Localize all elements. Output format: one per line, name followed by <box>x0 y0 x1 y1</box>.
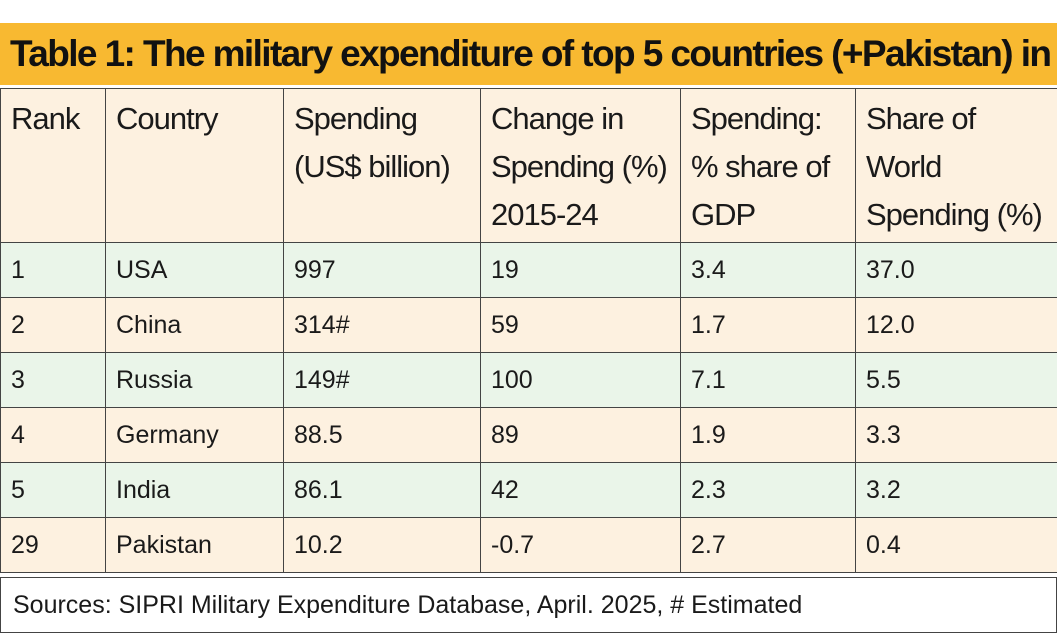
header-spending-line-2: (US$ billion) <box>294 149 451 184</box>
cell-world-share: 3.3 <box>855 407 1057 463</box>
cell-rank: 3 <box>0 352 106 408</box>
header-rank: Rank <box>0 88 106 243</box>
header-gdp-share: Spending: % share of GDP <box>680 88 856 243</box>
table-row: 29 Pakistan 10.2 -0.7 2.7 0.4 <box>0 517 1057 573</box>
cell-gdp-share: 2.3 <box>680 462 856 518</box>
cell-rank: 1 <box>0 242 106 298</box>
title-area: Table 1: The military expenditure of top… <box>0 0 1057 93</box>
cell-country: Pakistan <box>105 517 284 573</box>
cell-change: -0.7 <box>480 517 681 573</box>
cell-world-share: 5.5 <box>855 352 1057 408</box>
header-spending: Spending (US$ billion) <box>283 88 481 243</box>
header-row: Rank Country Spending (US$ billion) Chan… <box>0 88 1057 243</box>
cell-world-share: 3.2 <box>855 462 1057 518</box>
table-title: Table 1: The military expenditure of top… <box>0 23 1057 85</box>
cell-rank: 4 <box>0 407 106 463</box>
cell-change: 100 <box>480 352 681 408</box>
cell-spending: 149# <box>283 352 481 408</box>
header-change: Change in Spending (%) 2015-24 <box>480 88 681 243</box>
cell-country: Russia <box>105 352 284 408</box>
source-note: Sources: SIPRI Military Expenditure Data… <box>0 577 1057 633</box>
header-country-line-1: Country <box>116 101 219 136</box>
header-gdp-line-1: Spending: <box>691 101 823 136</box>
table-row: 3 Russia 149# 100 7.1 5.5 <box>0 352 1057 408</box>
cell-world-share: 12.0 <box>855 297 1057 353</box>
cell-change: 19 <box>480 242 681 298</box>
cell-world-share: 37.0 <box>855 242 1057 298</box>
cell-spending: 997 <box>283 242 481 298</box>
cell-spending: 314# <box>283 297 481 353</box>
header-rank-line-1: Rank <box>11 101 80 136</box>
cell-change: 42 <box>480 462 681 518</box>
cell-gdp-share: 7.1 <box>680 352 856 408</box>
header-world-line-2: World <box>866 149 942 184</box>
cell-country: USA <box>105 242 284 298</box>
table-row: 4 Germany 88.5 89 1.9 3.3 <box>0 407 1057 463</box>
table-row: 5 India 86.1 42 2.3 3.2 <box>0 462 1057 518</box>
cell-world-share: 0.4 <box>855 517 1057 573</box>
header-country: Country <box>105 88 284 243</box>
cell-country: Germany <box>105 407 284 463</box>
cell-gdp-share: 1.9 <box>680 407 856 463</box>
table-row: 2 China 314# 59 1.7 12.0 <box>0 297 1057 353</box>
cell-rank: 2 <box>0 297 106 353</box>
header-change-line-3: 2015-24 <box>491 197 599 232</box>
header-world-share: Share of World Spending (%) <box>855 88 1057 243</box>
table-row: 1 USA 997 19 3.4 37.0 <box>0 242 1057 298</box>
header-gdp-line-2: % share of <box>691 149 830 184</box>
cell-change: 59 <box>480 297 681 353</box>
cell-rank: 5 <box>0 462 106 518</box>
cell-gdp-share: 1.7 <box>680 297 856 353</box>
header-world-line-3: Spending (%) <box>866 197 1043 232</box>
cell-spending: 10.2 <box>283 517 481 573</box>
cell-country: India <box>105 462 284 518</box>
cell-gdp-share: 3.4 <box>680 242 856 298</box>
cell-rank: 29 <box>0 517 106 573</box>
header-world-line-1: Share of <box>866 101 976 136</box>
cell-spending: 86.1 <box>283 462 481 518</box>
header-spending-line-1: Spending <box>294 101 418 136</box>
cell-spending: 88.5 <box>283 407 481 463</box>
header-gdp-line-3: GDP <box>691 197 756 232</box>
header-change-line-2: Spending (%) <box>491 149 668 184</box>
header-change-line-1: Change in <box>491 101 624 136</box>
cell-gdp-share: 2.7 <box>680 517 856 573</box>
cell-change: 89 <box>480 407 681 463</box>
expenditure-table: Rank Country Spending (US$ billion) Chan… <box>0 88 1057 573</box>
cell-country: China <box>105 297 284 353</box>
